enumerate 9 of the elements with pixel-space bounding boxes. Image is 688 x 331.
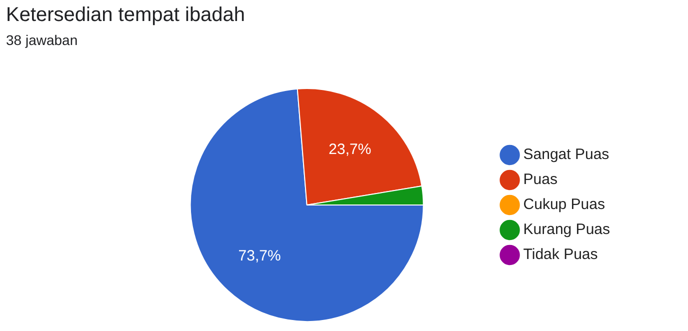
legend-label: Tidak Puas bbox=[523, 246, 598, 264]
text: 38 jawaban bbox=[6, 32, 78, 48]
chart-title: Ketersedian tempat ibadah bbox=[6, 4, 246, 27]
data-label: 73,7% bbox=[238, 248, 281, 265]
legend-label: Sangat Puas bbox=[523, 146, 610, 164]
legend-label: Puas bbox=[523, 171, 558, 188]
data-label: 23,7% bbox=[328, 141, 372, 158]
legend-label: Kurang Puas bbox=[523, 221, 610, 238]
legend-label: Cukup Puas bbox=[523, 196, 605, 214]
